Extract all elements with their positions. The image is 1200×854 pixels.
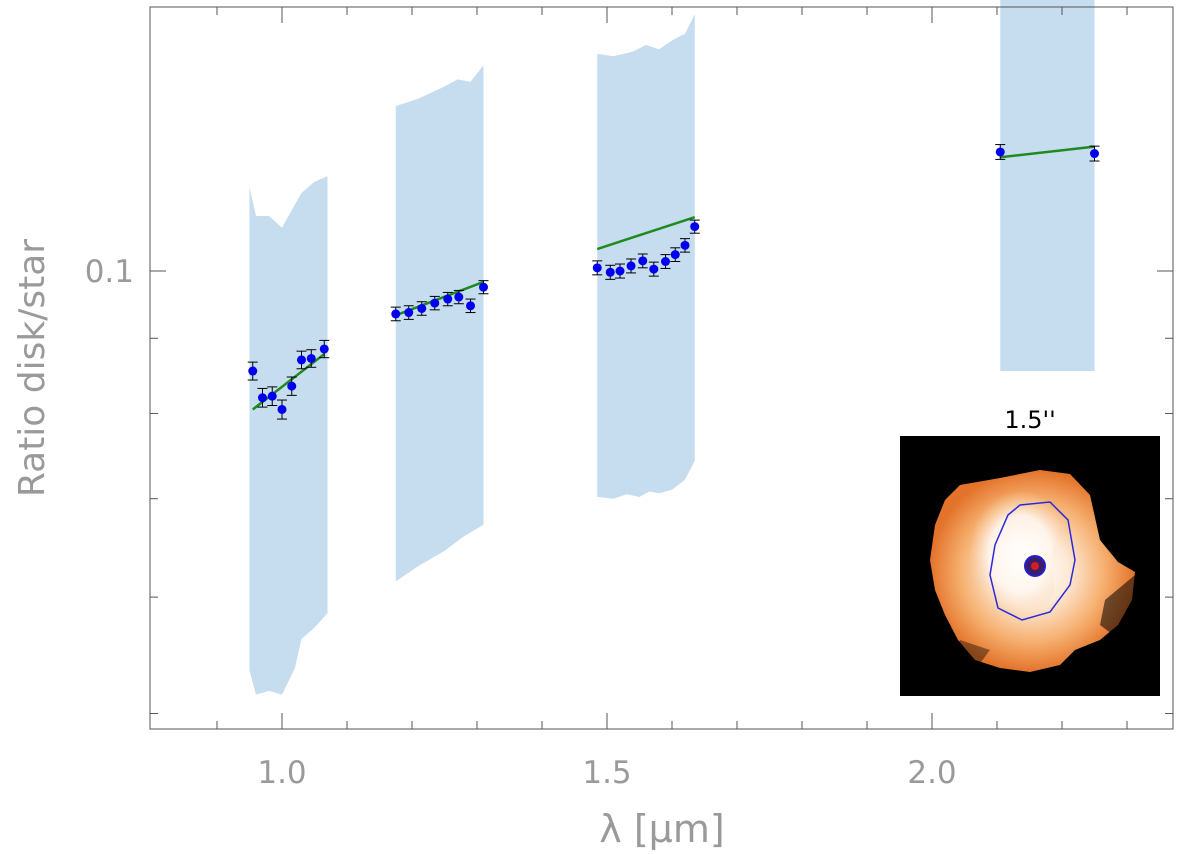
y-axis-label: Ratio disk/star — [12, 239, 53, 497]
data-point-9 — [404, 308, 414, 318]
data-points — [247, 144, 1100, 420]
uncertainty-band-2 — [597, 14, 695, 499]
data-point-2 — [267, 391, 277, 401]
data-point-12 — [443, 294, 453, 304]
uncertainty-bands — [249, 0, 1095, 695]
uncertainty-band-0 — [249, 176, 328, 695]
data-point-15 — [479, 282, 488, 292]
model-line-3 — [1000, 145, 1095, 159]
data-point-27 — [1090, 149, 1099, 159]
data-point-10 — [417, 303, 427, 313]
y-tick-label-0.1: 0.1 — [85, 254, 134, 290]
data-point-3 — [277, 404, 287, 414]
data-point-21 — [649, 264, 659, 274]
data-point-26 — [995, 147, 1005, 157]
disk-image-icon — [930, 470, 1140, 672]
data-point-6 — [306, 353, 316, 363]
data-point-1 — [258, 393, 267, 403]
data-point-16 — [592, 263, 602, 273]
data-point-4 — [287, 381, 297, 391]
x-tick-label-1.0: 1.0 — [257, 755, 306, 791]
x-tick-label-2.0: 2.0 — [907, 755, 956, 791]
data-point-23 — [670, 250, 680, 260]
axis-ticks — [150, 7, 1173, 729]
data-point-19 — [626, 261, 636, 271]
plot-frame — [149, 6, 1174, 730]
data-point-7 — [319, 344, 329, 354]
data-point-5 — [297, 355, 306, 365]
inset-disk-image: 1.5'' — [900, 406, 1160, 696]
data-point-22 — [661, 256, 670, 266]
x-tick-label-1.5: 1.5 — [582, 755, 631, 791]
data-point-24 — [680, 240, 690, 250]
data-point-17 — [605, 267, 615, 277]
data-point-20 — [638, 256, 648, 266]
uncertainty-band-1 — [395, 65, 484, 582]
inset-scale-label: 1.5'' — [1004, 406, 1055, 434]
data-point-13 — [454, 292, 464, 302]
data-point-8 — [391, 309, 401, 319]
x-axis-label: λ [μm] — [599, 807, 724, 851]
model-line-2 — [596, 215, 696, 251]
data-point-14 — [466, 301, 475, 311]
data-point-18 — [615, 266, 625, 276]
uncertainty-band-3 — [1000, 0, 1095, 371]
data-point-25 — [690, 222, 700, 232]
data-point-0 — [248, 366, 258, 376]
data-point-11 — [430, 298, 440, 308]
